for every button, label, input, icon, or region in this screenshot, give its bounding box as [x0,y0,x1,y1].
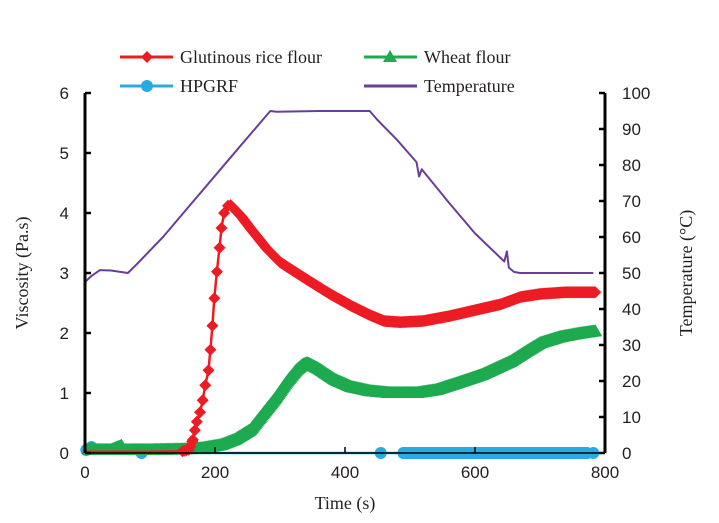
series-temperature [84,110,594,283]
y2-tick-label: 60 [622,228,641,247]
legend-item-glutinous-rice-flour: Glutinous rice flour [120,47,322,67]
legend-item-wheat-flour: Wheat flour [364,47,510,67]
y2-tick-label: 10 [622,408,641,427]
y2-tick-label: 0 [622,444,631,463]
legend-label: Glutinous rice flour [180,47,322,67]
y2-tick-label: 70 [622,192,641,211]
y-tick-label: 3 [60,264,69,283]
series-line-glutinous-rice-flour [85,203,596,454]
series-glutinous-rice-flour [85,199,602,458]
diamond-marker [213,241,226,254]
x-tick-label: 600 [461,463,489,482]
y2-tick-label: 50 [622,264,641,283]
ticks [85,91,605,455]
triangle-marker [84,441,99,454]
y-tick-label: 5 [60,144,69,163]
diamond-marker [215,222,228,234]
legend-label: Wheat flour [424,47,510,67]
diamond-marker [199,379,212,392]
x-tick-label: 200 [201,463,229,482]
y2-axis-title: Temperature (°C) [676,210,697,336]
diamond-marker [186,435,199,448]
diamond-marker-icon [141,51,153,63]
y2-tick-label: 30 [622,336,641,355]
legend-item-hpgrf: HPGRF [120,76,238,96]
y-tick-label: 2 [60,324,69,343]
triangle-marker-icon [383,50,397,62]
series-wheat-flour [81,324,603,455]
y2-tick-label: 40 [622,300,641,319]
y-axis-title: Viscosity (Pa.s) [12,217,33,330]
plot-series [80,110,603,459]
diamond-marker [202,364,215,377]
y2-tick-label: 20 [622,372,641,391]
diamond-marker [190,415,203,428]
circle-marker-icon [141,80,153,92]
diamond-marker [204,343,217,356]
series-line-wheat-flour [84,329,596,452]
diamond-marker [208,292,221,305]
diamond-marker [194,406,207,419]
y2-tick-label: 90 [622,120,641,139]
triangle-marker [588,324,603,337]
legend: Glutinous rice flour Wheat flour HPGRF T… [120,47,515,96]
x-tick-label: 800 [591,463,619,482]
y-tick-label: 1 [60,384,69,403]
x-tick-label: 0 [80,463,89,482]
y-tick-label: 6 [60,84,69,103]
diamond-marker [206,319,219,332]
diamond-marker [210,265,223,278]
tick-labels: 0 200 400 600 800012345601020304050607080901… [60,84,651,482]
diamond-marker [196,394,209,407]
x-axis-title: Time (s) [315,493,376,514]
triangle-marker [114,438,129,451]
diamond-marker [589,286,602,299]
y-tick-label: 0 [60,444,69,463]
y2-tick-label: 100 [622,84,650,103]
legend-item-temperature: Temperature [364,76,515,96]
x-tick-label: 400 [331,463,359,482]
legend-label: HPGRF [180,76,238,96]
series-line-temperature [84,110,594,283]
y2-tick-label: 80 [622,156,641,175]
diamond-marker [188,424,201,437]
y-tick-label: 4 [60,204,69,223]
legend-label: Temperature [424,76,515,96]
